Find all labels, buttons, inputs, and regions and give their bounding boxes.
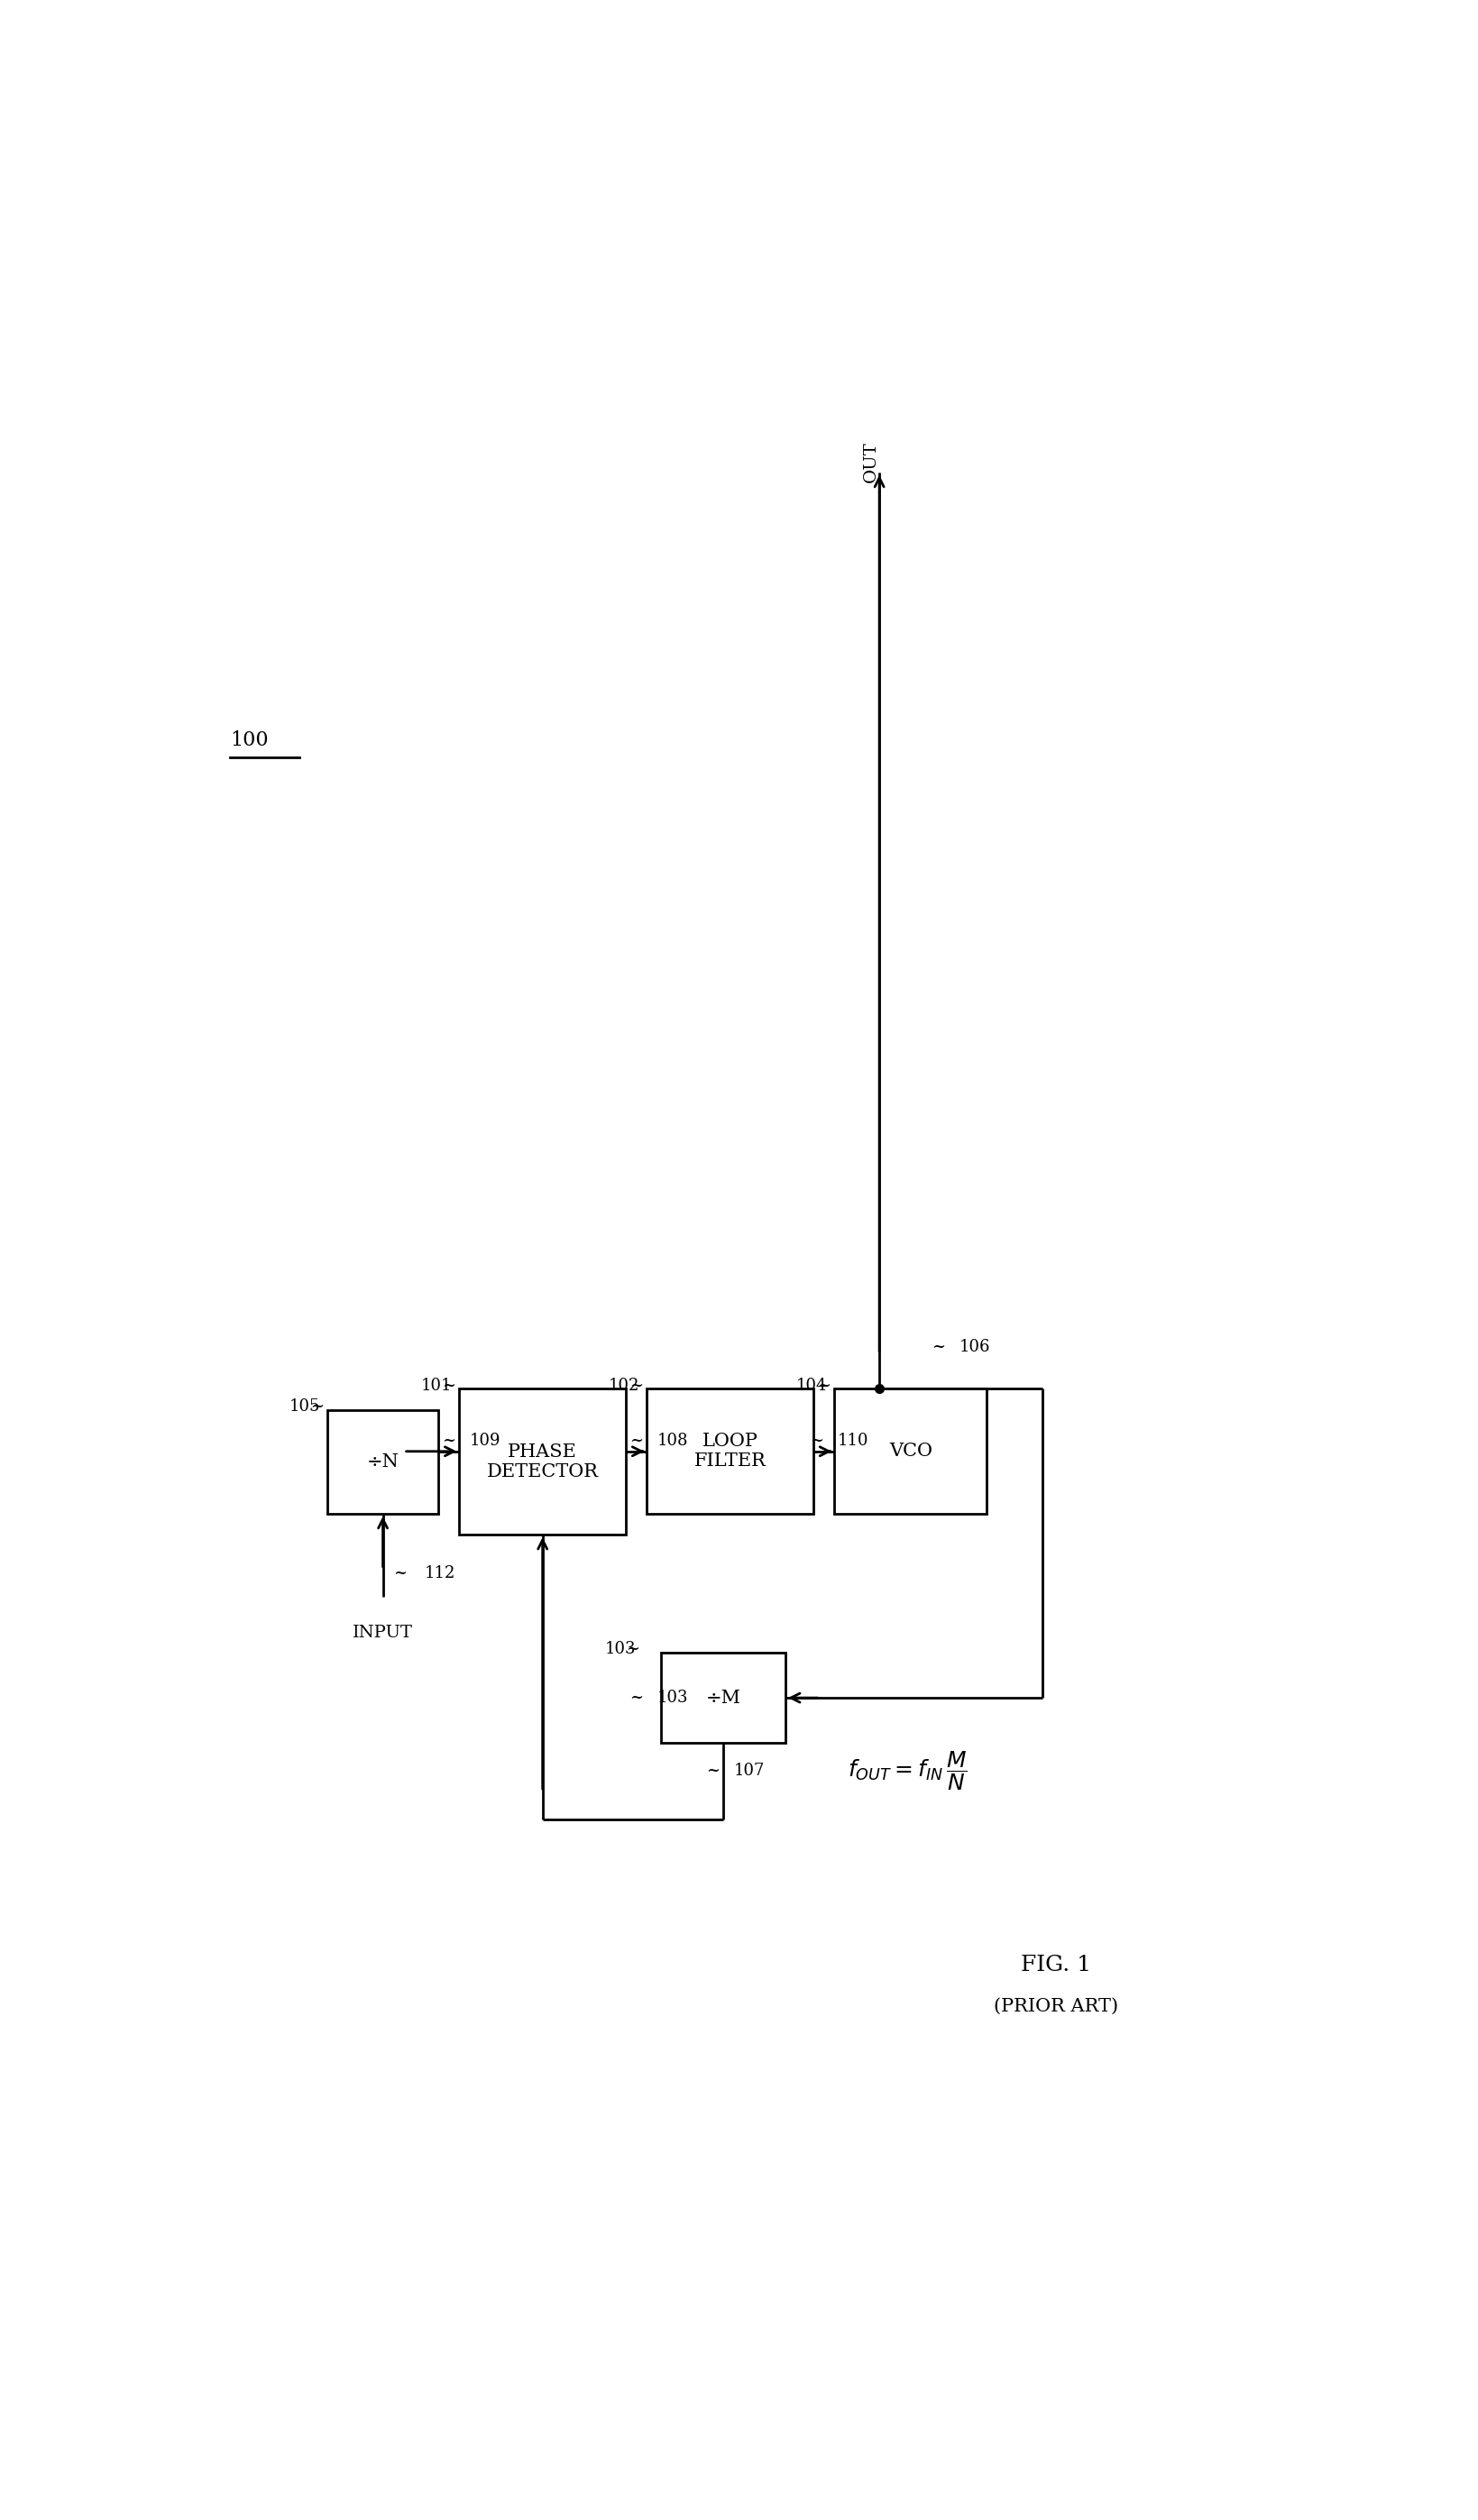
Text: ~: ~ xyxy=(442,1434,455,1449)
Text: 103: 103 xyxy=(658,1691,689,1706)
Text: VCO: VCO xyxy=(888,1444,933,1459)
Text: 100: 100 xyxy=(231,731,269,751)
Text: INPUT: INPUT xyxy=(353,1625,412,1641)
Text: ÷N: ÷N xyxy=(367,1454,399,1469)
Text: ~: ~ xyxy=(817,1378,831,1394)
Text: 108: 108 xyxy=(658,1434,689,1449)
Text: 109: 109 xyxy=(470,1434,501,1449)
Text: ~: ~ xyxy=(310,1399,324,1414)
Text: 101: 101 xyxy=(421,1378,452,1394)
Text: ~: ~ xyxy=(442,1378,455,1394)
Bar xyxy=(661,1653,786,1744)
Text: ~: ~ xyxy=(706,1761,720,1779)
Bar xyxy=(647,1389,813,1515)
Text: 110: 110 xyxy=(838,1434,869,1449)
Text: ~: ~ xyxy=(810,1434,823,1449)
Text: 103: 103 xyxy=(605,1641,636,1658)
Text: ~: ~ xyxy=(393,1565,406,1580)
Text: 107: 107 xyxy=(733,1761,764,1779)
Text: $f_{OUT} = f_{IN}\,\dfrac{M}{N}$: $f_{OUT} = f_{IN}\,\dfrac{M}{N}$ xyxy=(848,1749,968,1792)
Text: LOOP
FILTER: LOOP FILTER xyxy=(695,1434,766,1469)
Text: OUT: OUT xyxy=(863,441,879,484)
Text: 104: 104 xyxy=(797,1378,828,1394)
Text: ~: ~ xyxy=(630,1378,643,1394)
Text: 105: 105 xyxy=(290,1399,321,1414)
Text: (PRIOR ART): (PRIOR ART) xyxy=(995,1998,1119,2016)
Text: 112: 112 xyxy=(424,1565,455,1580)
Text: ÷M: ÷M xyxy=(705,1688,740,1706)
Text: ~: ~ xyxy=(931,1338,944,1356)
Text: 102: 102 xyxy=(609,1378,640,1394)
Text: FIG. 1: FIG. 1 xyxy=(1021,1956,1092,1976)
Text: ~: ~ xyxy=(630,1434,643,1449)
Text: ~: ~ xyxy=(630,1691,643,1706)
Text: ~: ~ xyxy=(627,1641,640,1658)
Bar xyxy=(460,1389,625,1535)
Text: 106: 106 xyxy=(959,1338,990,1356)
Text: PHASE
DETECTOR: PHASE DETECTOR xyxy=(486,1444,599,1479)
Bar xyxy=(834,1389,987,1515)
Bar xyxy=(327,1409,439,1515)
